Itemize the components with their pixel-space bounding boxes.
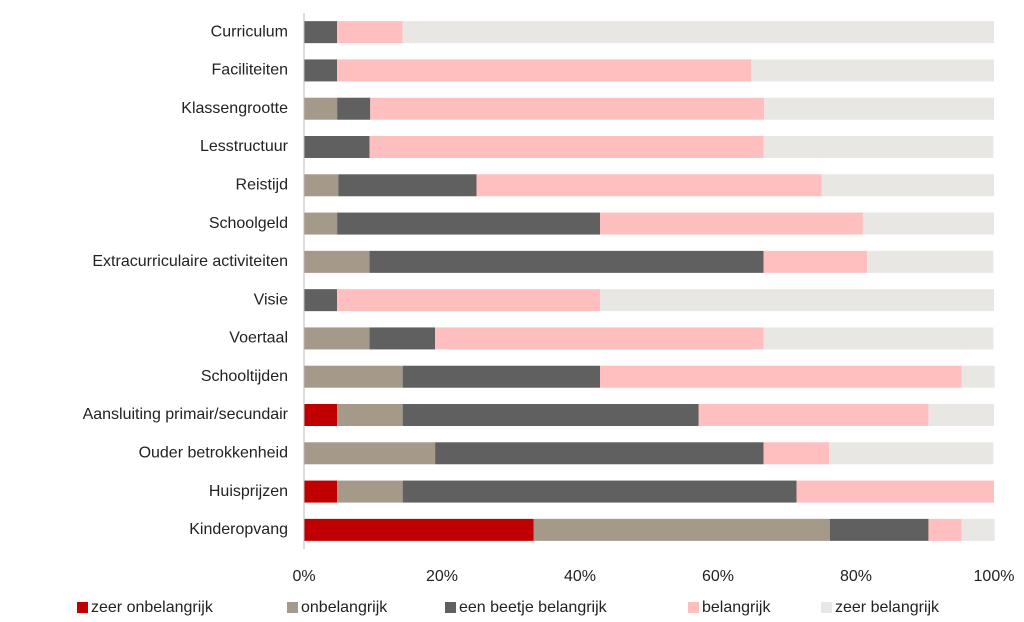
bar-segment	[763, 442, 830, 465]
bar-segment	[304, 442, 436, 465]
bar-segment	[337, 212, 601, 235]
bar-segment	[751, 59, 994, 82]
x-tick-label: 40%	[564, 568, 596, 585]
bar-segment	[304, 480, 338, 503]
legend-label: belangrijk	[702, 599, 771, 616]
x-tick-label: 60%	[702, 568, 734, 585]
bar-segment	[304, 250, 370, 273]
y-tick-label: Reistijd	[236, 177, 288, 194]
bar-segment	[698, 404, 929, 426]
legend-swatch	[287, 602, 298, 613]
bar-segment	[402, 404, 699, 426]
bar-segment	[763, 327, 994, 350]
bar-segment	[435, 327, 764, 350]
bar-segment	[337, 480, 403, 503]
y-tick-label: Curriculum	[211, 23, 288, 40]
bar-segment	[337, 97, 371, 120]
y-tick-label: Visie	[254, 291, 288, 308]
legend-label: onbelangrijk	[301, 599, 388, 616]
bar-segment	[796, 480, 994, 503]
bar-segment	[928, 518, 962, 541]
y-tick-label: Extracurriculaire activiteiten	[92, 253, 288, 270]
x-tick-label: 20%	[426, 568, 458, 585]
bar-segment	[829, 442, 994, 465]
bar-segment	[304, 97, 338, 120]
x-tick-label: 0%	[292, 568, 315, 585]
legend-swatch	[688, 602, 699, 613]
bar-segment	[829, 518, 929, 541]
bar-segment	[304, 404, 338, 426]
y-tick-label: Schoolgeld	[209, 215, 288, 232]
bar-segment	[304, 212, 338, 235]
bar-segment	[337, 289, 601, 312]
bar-segment	[821, 174, 994, 197]
y-tick-label: Ouder betrokkenheid	[139, 445, 288, 462]
y-tick-label: Voertaal	[229, 330, 288, 347]
bar-segment	[862, 212, 994, 235]
bar-segment	[369, 250, 764, 273]
bar-segment	[337, 404, 403, 426]
bar-segment	[304, 289, 338, 312]
legend-label: zeer onbelangrijk	[91, 599, 214, 616]
bar-segment	[928, 404, 994, 426]
bar-segment	[304, 136, 370, 158]
bar-segment	[369, 136, 764, 158]
x-tick-label: 80%	[840, 568, 872, 585]
bar-segment	[370, 97, 765, 120]
bar-segment	[304, 59, 338, 82]
bar-segment	[402, 480, 797, 503]
bar-segment	[600, 365, 962, 388]
bar-segment	[402, 365, 601, 388]
bar-segment	[337, 59, 752, 82]
bar-segment	[369, 327, 436, 350]
y-tick-label: Faciliteiten	[212, 62, 288, 79]
legend-label: een beetje belangrijk	[459, 599, 608, 616]
legend-swatch	[445, 602, 456, 613]
bar-segment	[961, 365, 995, 388]
bar-segment	[961, 518, 995, 541]
bar-segment	[476, 174, 822, 197]
bar-segment	[304, 518, 534, 541]
bar-segment	[304, 327, 370, 350]
bar-segment	[600, 212, 863, 235]
bar-segment	[763, 250, 868, 273]
legend-swatch	[821, 602, 832, 613]
y-tick-label: Lesstructuur	[200, 138, 289, 155]
y-tick-label: Aansluiting primair/secundair	[83, 406, 289, 423]
legend-swatch	[77, 602, 88, 613]
bar-segment	[338, 174, 477, 197]
y-tick-label: Huisprijzen	[209, 483, 288, 500]
bar-segment	[763, 136, 994, 158]
legend-label: zeer belangrijk	[835, 599, 940, 616]
bar-segment	[764, 97, 994, 120]
bar-segment	[867, 250, 994, 273]
y-tick-label: Schooltijden	[201, 368, 288, 385]
bar-segment	[600, 289, 994, 312]
x-tick-label: 100%	[974, 568, 1015, 585]
bar-segment	[402, 21, 994, 44]
bar-segment	[304, 174, 339, 197]
bar-segment	[304, 365, 403, 388]
bar-segment	[304, 21, 338, 44]
y-tick-label: Kinderopvang	[189, 521, 288, 538]
bar-segment	[533, 518, 830, 541]
bar-segment	[337, 21, 403, 44]
bar-segment	[435, 442, 764, 465]
y-tick-label: Klassengrootte	[181, 100, 288, 117]
